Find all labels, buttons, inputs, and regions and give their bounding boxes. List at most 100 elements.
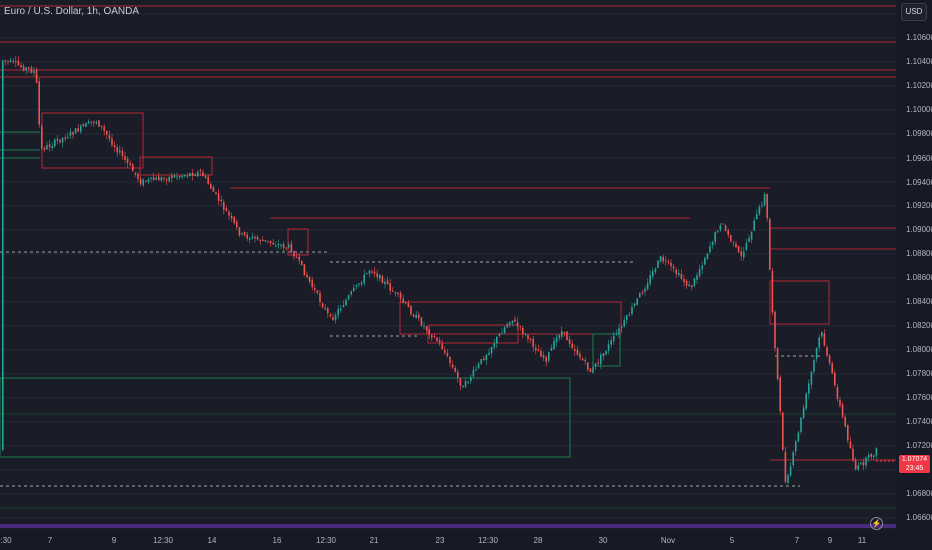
candle-body <box>613 335 615 341</box>
candle-body <box>688 284 690 287</box>
candle-body <box>797 432 800 442</box>
candle-body <box>82 124 85 126</box>
candle-body <box>269 240 272 244</box>
candlestick-chart[interactable] <box>0 0 896 530</box>
candle-body <box>602 353 605 357</box>
candle-body <box>581 358 584 361</box>
candle-body <box>22 65 25 71</box>
zone-box <box>0 377 571 458</box>
currency-button[interactable]: USD <box>901 3 927 21</box>
time-axis[interactable] <box>0 530 896 550</box>
candle-body <box>295 256 298 258</box>
time-tick: 5 <box>729 536 735 545</box>
candle-body <box>150 177 152 179</box>
candle-body <box>360 282 363 285</box>
candle-body <box>210 184 212 189</box>
candle-body <box>337 309 339 316</box>
candle-body <box>501 333 503 335</box>
price-tick: 1.07200 <box>906 441 932 450</box>
candle-body <box>363 274 365 284</box>
candle-body <box>652 271 654 277</box>
candle-body <box>181 175 183 178</box>
candle-body <box>636 298 638 305</box>
candle-body <box>649 275 651 284</box>
candle-body <box>33 70 35 74</box>
candle-body <box>836 386 839 400</box>
candle-body <box>100 125 103 127</box>
candle-body <box>709 246 711 253</box>
candle-body <box>532 338 534 347</box>
candle-body <box>857 465 859 470</box>
candle-body <box>795 441 797 452</box>
candle-body <box>631 307 633 315</box>
candle-body <box>488 352 490 355</box>
lightning-icon[interactable]: ⚡ <box>870 517 883 530</box>
candle-body <box>815 348 818 359</box>
candle-body <box>371 271 373 273</box>
candle-body <box>805 393 807 409</box>
price-tick: 1.10600 <box>906 33 932 42</box>
chart-pane[interactable]: Euro / U.S. Dollar, 1h, OANDA <box>0 0 896 530</box>
candle-body <box>113 145 116 148</box>
candle-body <box>158 176 160 181</box>
candle-body <box>587 362 589 370</box>
price-tick: 1.07400 <box>906 417 932 426</box>
candle-body <box>685 280 688 286</box>
candle-body <box>121 150 124 156</box>
candle-body <box>106 130 108 135</box>
price-tick: 1.10400 <box>906 57 932 66</box>
candle-body <box>727 229 729 235</box>
candle-body <box>168 176 170 182</box>
candle-body <box>691 285 693 288</box>
price-tick: 1.08600 <box>906 273 932 282</box>
candle-body <box>844 416 846 427</box>
candle-body <box>714 232 716 243</box>
candle-body <box>462 385 464 388</box>
candle-body <box>238 227 241 236</box>
time-tick: Nov <box>660 536 676 545</box>
candle-body <box>503 327 506 334</box>
time-tick: 7 <box>794 536 800 545</box>
candle-body <box>397 292 399 295</box>
candle-body <box>485 354 488 361</box>
candle-body <box>576 349 579 355</box>
price-tick: 1.09800 <box>906 129 932 138</box>
candle-body <box>584 360 586 362</box>
candle-body <box>93 121 95 123</box>
candle-body <box>787 475 789 484</box>
candle-body <box>373 271 376 274</box>
candle-body <box>334 314 337 320</box>
candle-body <box>329 314 332 317</box>
candle-body <box>704 258 706 265</box>
candle-body <box>191 172 194 176</box>
candle-body <box>831 363 833 374</box>
candle-body <box>12 60 14 62</box>
candle-body <box>412 314 415 317</box>
candle-body <box>527 335 529 340</box>
zone-box <box>399 301 622 335</box>
candle-body <box>451 364 454 368</box>
candle-body <box>17 60 20 66</box>
candle-body <box>95 121 98 124</box>
candle-body <box>449 356 451 364</box>
candle-body <box>72 132 74 135</box>
candle-body <box>272 242 274 245</box>
candle-body <box>459 378 462 386</box>
candle-body <box>394 292 397 294</box>
candle-body <box>103 126 105 131</box>
candle-body <box>288 245 290 248</box>
candle-body <box>215 192 217 194</box>
candle-body <box>194 175 196 177</box>
candle-body <box>496 336 498 344</box>
candle-body <box>186 175 189 177</box>
candle-body <box>7 61 9 63</box>
candle-body <box>293 251 295 257</box>
candle-body <box>389 283 391 291</box>
candle-body <box>542 355 545 358</box>
candle-body <box>407 303 410 308</box>
candle-body <box>535 347 537 351</box>
candle-body <box>860 463 862 465</box>
candle-body <box>875 448 878 456</box>
candle-body <box>748 237 750 242</box>
candle-body <box>28 67 30 69</box>
